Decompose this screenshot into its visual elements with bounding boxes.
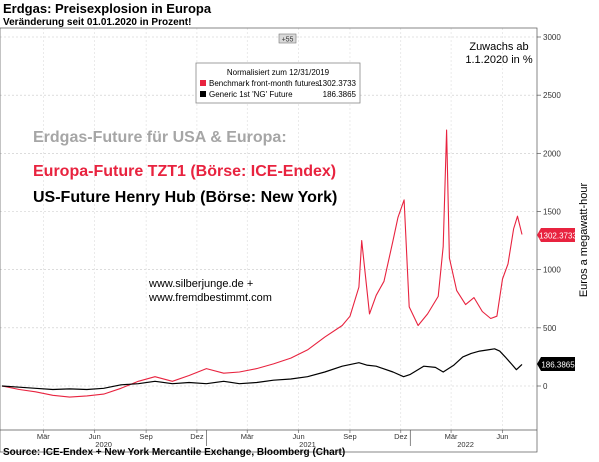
legend-swatch-us	[200, 91, 206, 97]
zuwachs-label-line1: Zuwachs ab	[469, 41, 528, 53]
legend-entry-europe: Benchmark front-month futures	[209, 79, 319, 88]
x-year-label: 2022	[457, 440, 474, 449]
x-tick-label: Jun	[89, 432, 101, 441]
y-tick-label: 0	[543, 382, 548, 391]
chart-subtitle: Veränderung seit 01.01.2020 in Prozent!	[3, 17, 192, 28]
source-note: Source: ICE-Endex + New York Mercantile …	[3, 447, 346, 458]
y-tick-label: 1500	[543, 208, 561, 217]
x-tick-label: Dez	[190, 432, 204, 441]
series-lines	[1, 129, 523, 398]
corner-badge-label: +55	[282, 37, 294, 44]
last-value-tag-us: 186.3865	[537, 357, 575, 371]
website-line-1: www.silberjunge.de +	[148, 278, 253, 290]
chart-title: Erdgas: Preisexplosion in Europa	[3, 1, 212, 16]
legend-value-us: 186.3865	[323, 90, 357, 99]
website-line-2: www.fremdbestimmt.com	[148, 292, 272, 304]
y-tick-label: 1000	[543, 266, 561, 275]
x-year-label: 2021	[299, 440, 316, 449]
y-tick-label: 2500	[543, 91, 561, 100]
overlay-us-label: US-Future Henry Hub (Börse: New York)	[33, 189, 337, 206]
series-line-europe	[1, 129, 523, 398]
y-axis-title: Euros a megawatt-hour	[578, 183, 590, 298]
legend-swatch-europe	[200, 80, 206, 86]
gridlines	[0, 28, 537, 430]
last-value-tag-europe: 1302.3733	[537, 228, 577, 242]
legend-title: Normalisiert zum 12/31/2019	[227, 68, 330, 77]
zuwachs-label-line2: 1.1.2020 in %	[465, 54, 532, 66]
legend-entry-us: Generic 1st 'NG' Future	[209, 90, 293, 99]
x-tick-label: Dez	[394, 432, 408, 441]
last-value-us: 186.3865	[541, 361, 575, 370]
series-line-us	[1, 348, 523, 391]
legend: Normalisiert zum 12/31/2019 Benchmark fr…	[195, 62, 361, 104]
plot-frame	[0, 27, 538, 453]
x-tick-label: Sep	[139, 432, 152, 441]
legend-box	[195, 62, 361, 104]
y-axis-ticks: 0 500 1000 1500 2000 2500 3000	[537, 33, 561, 391]
overlay-heading: Erdgas-Future für USA & Europa:	[33, 129, 287, 146]
x-tick-label: Jun	[293, 432, 305, 441]
x-tick-label: Mär	[37, 432, 50, 441]
y-tick-label: 2000	[543, 149, 561, 158]
overlay-europe-label: Europa-Future TZT1 (Börse: ICE-Endex)	[33, 163, 336, 180]
legend-value-europe: 1302.3733	[318, 79, 356, 88]
x-tick-label: Mär	[445, 432, 458, 441]
x-tick-label: Sep	[343, 432, 356, 441]
corner-badge[interactable]	[278, 33, 297, 44]
y-tick-label: 500	[543, 324, 557, 333]
x-tick-label: Jun	[496, 432, 508, 441]
x-year-label: 2020	[95, 440, 112, 449]
last-value-europe: 1302.3733	[539, 232, 577, 241]
x-tick-label: Mär	[241, 432, 254, 441]
y-tick-label: 3000	[543, 33, 561, 42]
